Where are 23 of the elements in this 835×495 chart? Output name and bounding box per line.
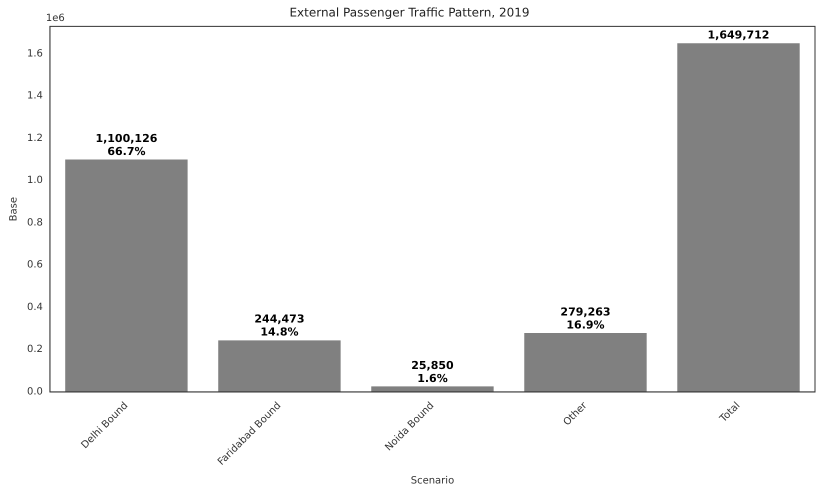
annotation: 25,850 1.6% xyxy=(411,358,454,385)
chart-title: External Passenger Traffic Pattern, 2019 xyxy=(289,5,530,20)
bar xyxy=(371,386,494,392)
y-tick-label: 0.0 xyxy=(26,386,43,398)
y-tick-label: 1.6 xyxy=(26,48,43,60)
annotation: 1,649,712 xyxy=(708,28,770,42)
bar xyxy=(524,332,647,392)
y-tick-label: 0.6 xyxy=(26,260,43,271)
y-axis-title: Base xyxy=(8,196,20,222)
annotation: 1,100,126 66.7% xyxy=(95,132,158,158)
y-tick-label: 1.2 xyxy=(26,132,43,144)
annotation: 279,263 16.9% xyxy=(560,305,611,332)
text: 1e6 xyxy=(46,12,65,24)
y-tick-label: 0.2 xyxy=(26,344,43,356)
annotation: 244,473 14.8% xyxy=(254,312,304,339)
y-tick-label: 1.4 xyxy=(26,90,43,102)
y-tick-label: 0.4 xyxy=(26,302,43,313)
bar xyxy=(677,43,800,392)
bar xyxy=(218,340,341,392)
x-axis-title: Scenario xyxy=(410,476,454,487)
y-tick-label: 1.0 xyxy=(26,175,43,186)
bar xyxy=(65,159,188,392)
y-tick-label: 0.8 xyxy=(26,217,43,228)
